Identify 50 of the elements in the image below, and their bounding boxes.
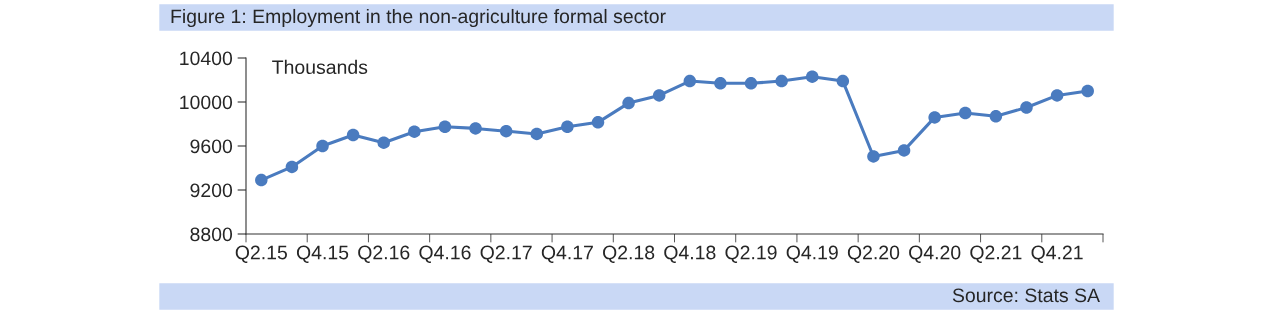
x-tick-label: Q4.19 bbox=[786, 245, 838, 263]
point bbox=[775, 74, 788, 88]
x-tick-label: Q2.20 bbox=[847, 245, 900, 263]
point bbox=[316, 139, 329, 153]
point bbox=[744, 77, 758, 90]
x-tick-label: Q4.20 bbox=[909, 245, 961, 263]
x-tick-label: Q4.15 bbox=[296, 245, 349, 263]
point bbox=[1020, 101, 1033, 114]
y-tick-label: 9600 bbox=[190, 139, 233, 154]
point bbox=[836, 74, 850, 88]
point bbox=[1050, 89, 1064, 102]
point bbox=[989, 110, 1003, 123]
y-tick-label: 8800 bbox=[190, 227, 233, 242]
point bbox=[591, 116, 605, 129]
point bbox=[285, 160, 299, 174]
y-axis-title: Thousands bbox=[272, 59, 368, 75]
point bbox=[561, 120, 574, 133]
point bbox=[438, 120, 452, 133]
point bbox=[408, 125, 421, 138]
y-tick-label: 10000 bbox=[180, 95, 233, 110]
x-tick-label: Q4.17 bbox=[541, 245, 593, 263]
point bbox=[622, 96, 635, 110]
x-tick-label: Q2.17 bbox=[480, 245, 532, 263]
point bbox=[255, 173, 268, 187]
point bbox=[928, 111, 941, 124]
point bbox=[714, 77, 727, 90]
point bbox=[897, 144, 911, 157]
source-note: Source: Stats SA bbox=[952, 288, 1100, 303]
x-tick-label: Q2.15 bbox=[235, 245, 287, 263]
y-tick-label: 9200 bbox=[190, 183, 233, 198]
point bbox=[652, 89, 666, 102]
x-tick-label: Q2.16 bbox=[358, 245, 410, 263]
chart-title: Figure 1: Employment in the non-agriculture formal sector bbox=[171, 8, 666, 28]
point bbox=[959, 106, 972, 120]
point bbox=[377, 136, 390, 149]
point bbox=[346, 128, 360, 142]
point bbox=[683, 74, 697, 88]
x-tick-label: Q4.21 bbox=[1031, 245, 1083, 263]
point bbox=[805, 70, 819, 83]
x-tick-label: Q2.21 bbox=[970, 245, 1022, 263]
point bbox=[469, 122, 482, 135]
x-tick-label: Q2.18 bbox=[603, 245, 655, 263]
point bbox=[530, 127, 544, 141]
y-tick-label: 10400 bbox=[180, 51, 233, 66]
x-tick-label: Q4.18 bbox=[664, 245, 716, 263]
x-tick-label: Q2.19 bbox=[725, 245, 777, 263]
point bbox=[499, 124, 513, 138]
x-tick-label: Q4.16 bbox=[419, 245, 471, 263]
point bbox=[1081, 84, 1094, 98]
point bbox=[867, 150, 880, 163]
